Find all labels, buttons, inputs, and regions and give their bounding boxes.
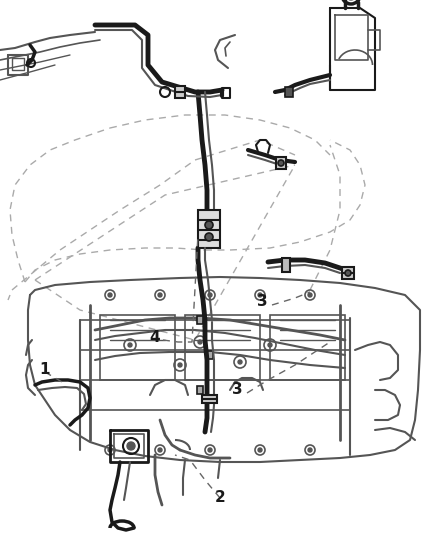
Text: 4: 4: [150, 330, 160, 345]
Circle shape: [108, 448, 112, 452]
Bar: [185, 315, 260, 380]
Bar: [175, 86, 185, 98]
Circle shape: [205, 221, 213, 229]
Circle shape: [158, 293, 162, 297]
Circle shape: [308, 293, 312, 297]
Text: 2: 2: [215, 489, 226, 505]
Bar: [270, 315, 345, 380]
Bar: [100, 315, 175, 380]
Text: 1: 1: [40, 362, 50, 377]
Bar: [276, 157, 286, 169]
Circle shape: [268, 343, 272, 347]
Circle shape: [205, 233, 213, 241]
Circle shape: [258, 293, 262, 297]
Circle shape: [258, 448, 262, 452]
Circle shape: [238, 360, 242, 364]
Circle shape: [108, 293, 112, 297]
Bar: [207, 351, 213, 359]
Bar: [198, 210, 220, 248]
Bar: [342, 267, 354, 279]
Bar: [197, 316, 203, 324]
Bar: [282, 258, 290, 272]
Bar: [202, 395, 217, 403]
Circle shape: [278, 160, 284, 166]
Circle shape: [208, 293, 212, 297]
Circle shape: [178, 363, 182, 367]
Circle shape: [308, 448, 312, 452]
Bar: [285, 87, 293, 97]
Circle shape: [127, 442, 135, 450]
Circle shape: [158, 448, 162, 452]
Text: 3: 3: [232, 383, 242, 398]
Circle shape: [345, 270, 351, 276]
Text: 3: 3: [257, 295, 267, 310]
Circle shape: [208, 448, 212, 452]
Circle shape: [198, 340, 202, 344]
Bar: [197, 386, 203, 394]
Circle shape: [128, 343, 132, 347]
